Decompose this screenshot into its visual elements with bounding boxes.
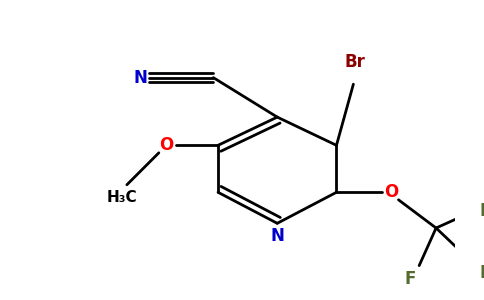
Text: F: F <box>479 264 484 282</box>
Text: H₃C: H₃C <box>107 190 137 206</box>
Text: F: F <box>479 202 484 220</box>
Text: N: N <box>271 227 284 245</box>
Text: Br: Br <box>345 53 366 71</box>
Text: O: O <box>384 183 398 201</box>
Text: O: O <box>159 136 173 154</box>
Text: N: N <box>133 69 147 87</box>
Text: F: F <box>404 270 415 288</box>
